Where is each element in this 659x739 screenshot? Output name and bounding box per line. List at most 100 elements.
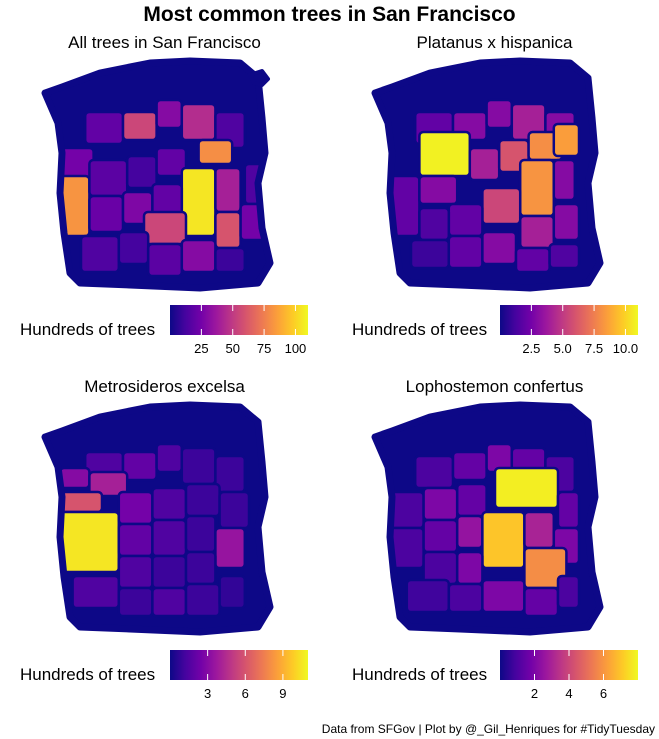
- choropleth-map: [41, 57, 274, 292]
- neighborhood-region: [117, 554, 154, 590]
- neighborhood-region: [518, 214, 556, 250]
- neighborhood-region: [455, 514, 484, 550]
- legend-tick-label: 10.0: [612, 341, 639, 356]
- legend-gradient: [170, 305, 308, 335]
- neighborhood-region: [418, 174, 459, 206]
- legend-tick-labels: 2.5 5.0 7.5 10.0: [500, 341, 659, 361]
- neighborhood-region: [523, 586, 560, 618]
- panel-metrosideros: Metrosideros excelsa Hundreds of trees 3…: [0, 377, 329, 722]
- neighborhood-region: [121, 110, 158, 142]
- neighborhood-region: [218, 574, 247, 610]
- neighborhood-region: [184, 482, 221, 518]
- choropleth-map: [371, 57, 604, 292]
- neighborhood-region: [83, 110, 125, 146]
- neighborhood-region: [117, 230, 150, 266]
- choropleth-map: [371, 401, 604, 636]
- city-border: [371, 57, 604, 292]
- neighborhood-region: [155, 98, 184, 130]
- neighborhood-region: [214, 526, 247, 570]
- neighborhood-region: [117, 586, 154, 618]
- neighborhood-region: [468, 146, 501, 182]
- treasure-island: [248, 69, 270, 87]
- panel-title: Lophostemon confertus: [405, 377, 584, 396]
- panel-title: All trees in San Francisco: [68, 33, 261, 52]
- neighborhood-region: [180, 102, 217, 142]
- legend-tick-label: 7.5: [585, 341, 604, 356]
- neighborhood-region: [523, 510, 556, 550]
- neighborhood-region: [117, 490, 154, 526]
- legend-title: Hundreds of trees: [20, 320, 156, 339]
- panel-platanus: Platanus x hispanica Hundreds of trees 2…: [330, 33, 659, 378]
- panel-all-trees: All trees in San Francisco Hundreds of t…: [0, 33, 329, 378]
- neighborhood-region: [184, 550, 217, 586]
- panel-title: Platanus x hispanica: [416, 33, 573, 52]
- neighborhood-region: [214, 166, 242, 214]
- neighborhood-region: [447, 202, 484, 238]
- neighborhood-region: [184, 582, 221, 618]
- neighborhood-region: [481, 578, 526, 614]
- neighborhood-region: [218, 490, 251, 530]
- legend-tick-label: 5.0: [553, 341, 572, 356]
- neighborhood-region: [552, 202, 581, 242]
- neighborhood-region: [197, 138, 234, 166]
- neighborhood-region: [481, 510, 526, 570]
- neighborhood-region: [151, 518, 188, 558]
- neighborhood-region: [180, 446, 217, 486]
- color-legend-bar: [170, 650, 308, 680]
- neighborhood-region: [125, 154, 158, 190]
- color-legend-bar: [500, 305, 638, 335]
- neighborhood-region: [155, 146, 188, 178]
- legend-tick-labels: 2 4 6: [500, 686, 659, 706]
- neighborhood-region: [548, 242, 581, 270]
- neighborhood-region: [58, 490, 104, 514]
- legend-tick-label: 25: [194, 341, 209, 356]
- neighborhood-region: [455, 550, 484, 586]
- neighborhood-region: [142, 210, 188, 246]
- panel-title: Metrosideros excelsa: [84, 377, 245, 396]
- neighborhood-region: [485, 98, 514, 130]
- neighborhood-region: [447, 234, 484, 270]
- legend-tick-label: 100: [284, 341, 307, 356]
- legend-tick-labels: 3 6 9: [170, 686, 330, 706]
- neighborhood-region: [405, 578, 451, 614]
- neighborhood-region: [184, 514, 217, 554]
- legend-tick-label: 2.5: [522, 341, 541, 356]
- legend-tick-label: 50: [225, 341, 240, 356]
- neighborhood-region: [552, 158, 577, 202]
- neighborhood-region: [88, 470, 129, 498]
- figure-title: Most common trees in San Francisco: [143, 3, 516, 26]
- city-border: [41, 401, 274, 636]
- neighborhood-region: [214, 210, 242, 250]
- neighborhood-region: [180, 238, 217, 274]
- choropleth-map: [41, 401, 274, 636]
- city-border: [371, 401, 604, 636]
- neighborhood-region: [514, 246, 551, 274]
- neighborhood-region: [447, 582, 484, 614]
- neighborhood-region: [88, 158, 129, 198]
- neighborhood-region: [151, 486, 188, 522]
- legend-tick-label: 9: [279, 686, 287, 701]
- neighborhood-region: [422, 518, 459, 554]
- neighborhood-region: [556, 490, 581, 530]
- city-border: [41, 57, 274, 292]
- neighborhood-region: [117, 522, 154, 558]
- legend-gradient: [170, 650, 308, 680]
- color-legend-bar: [170, 305, 308, 335]
- legend-title: Hundreds of trees: [20, 665, 156, 684]
- neighborhood-region: [88, 194, 125, 234]
- legend-tick-label: 3: [204, 686, 212, 701]
- legend-tick-label: 6: [599, 686, 608, 701]
- neighborhood-region: [451, 450, 488, 482]
- neighborhood-region: [214, 246, 247, 274]
- neighborhood-region: [455, 482, 488, 518]
- neighborhood-region: [151, 554, 188, 590]
- neighborhood-region: [409, 238, 451, 270]
- color-legend-bar: [500, 650, 638, 680]
- neighborhood-region: [151, 586, 188, 618]
- caption: Data from SFGov | Plot by @_Gil_Henrique…: [321, 722, 655, 736]
- neighborhood-region: [422, 486, 459, 522]
- legend-tick-label: 75: [256, 341, 272, 356]
- legend-tick-label: 2: [530, 686, 539, 701]
- legend-tick-labels: 25 50 75 100: [170, 341, 330, 361]
- legend-tick-label: 6: [241, 686, 249, 701]
